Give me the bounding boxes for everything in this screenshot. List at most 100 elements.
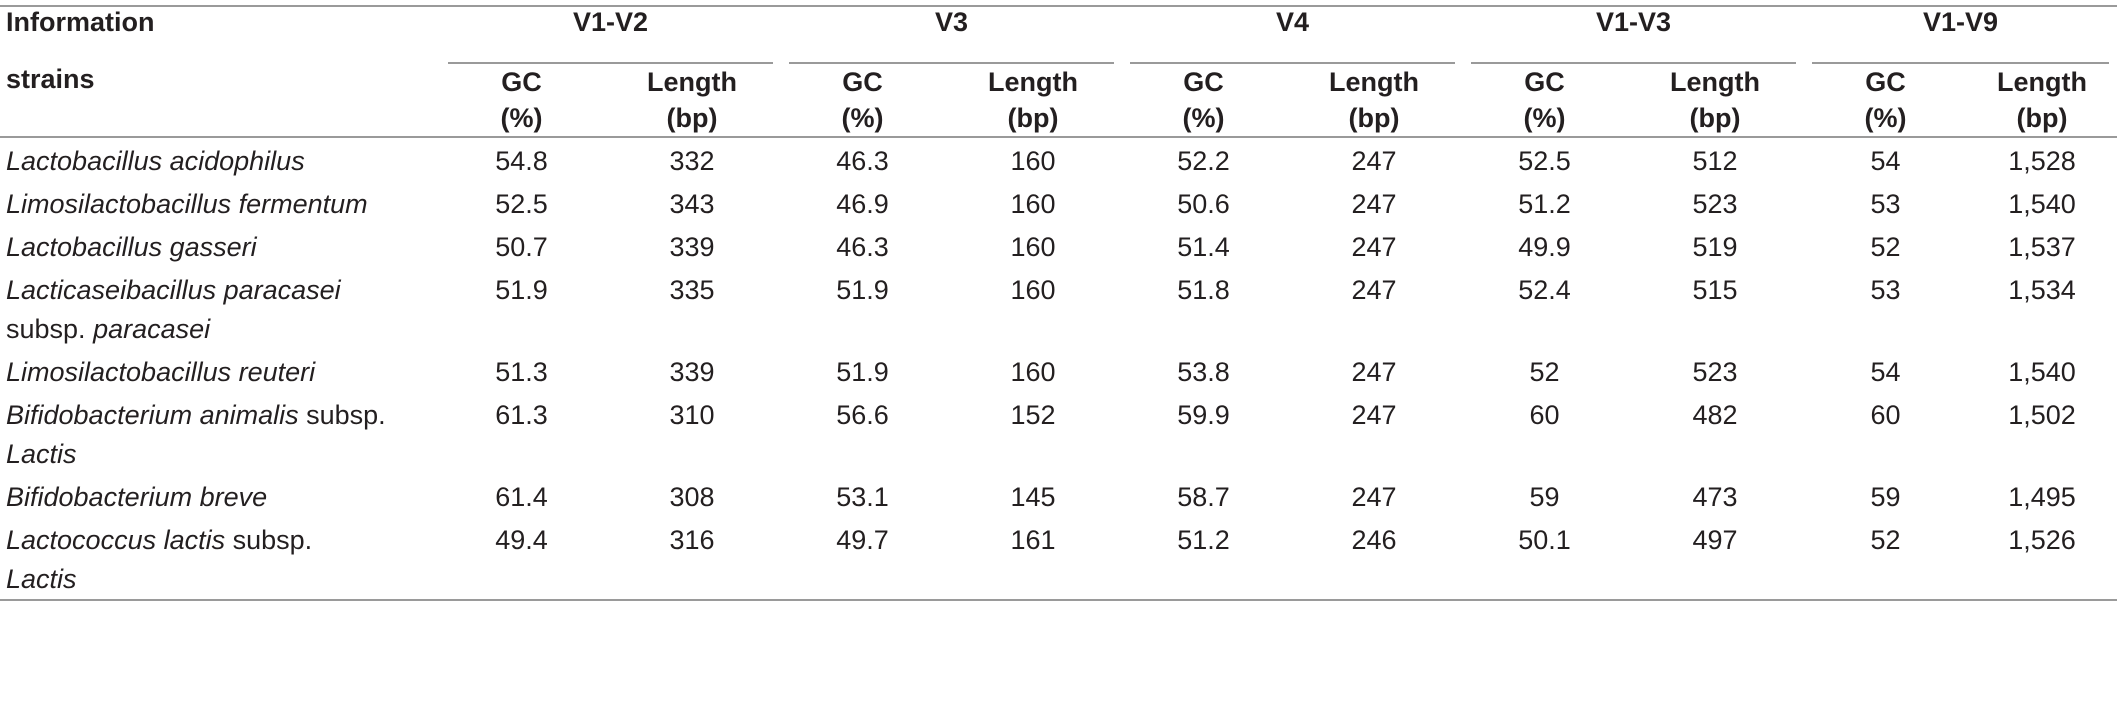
header-metric-unit: (%) <box>841 103 884 133</box>
cell-gc: 46.3 <box>836 146 889 176</box>
group-label: V1-V3 <box>1471 7 1797 64</box>
strain-name: Lacticaseibacillus paracasei subsp. parac… <box>0 267 440 349</box>
cell-gc: 51.4 <box>1177 232 1230 262</box>
header-group-v1-v2: V1-V2 <box>440 6 781 64</box>
strain-name: Limosilactobacillus reuteri <box>0 349 440 392</box>
cell-gc: 50.1 <box>1463 517 1627 601</box>
cell-gc: 46.9 <box>836 189 889 219</box>
cell-length: 160 <box>1010 232 1056 262</box>
header-metric-unit: (bp) <box>1007 103 1059 133</box>
header-group-v1-v9: V1-V9 <box>1804 6 2117 64</box>
cell-length: 160 <box>1010 357 1056 387</box>
strain-name-italic: Limosilactobacillus reuteri <box>6 357 316 387</box>
cell-length: 515 <box>1692 275 1738 305</box>
cell-gc: 52.5 <box>495 189 548 219</box>
header-metric-label: GC <box>1524 67 1565 97</box>
strain-name: Limosilactobacillus fermentum <box>0 181 440 224</box>
header-information: Information <box>6 7 155 37</box>
cell-length: 473 <box>1692 482 1738 512</box>
cell-length: 160 <box>1010 275 1056 305</box>
header-strains: strains <box>6 64 95 94</box>
cell-gc: 50.6 <box>1177 189 1230 219</box>
cell-length: 246 <box>1285 517 1464 601</box>
cell-length: 482 <box>1692 400 1738 430</box>
strain-name: Lactobacillus gasseri <box>0 224 440 267</box>
strain-name-line2: subsp. paracasei <box>6 310 440 349</box>
cell-gc: 49.4 <box>440 517 603 601</box>
cell-gc: 51.9 <box>495 275 548 305</box>
strain-name: Bifidobacterium breve <box>0 474 440 517</box>
header-gc-percent: GC (%) <box>1463 64 1626 137</box>
cell-gc: 60 <box>1870 400 1901 430</box>
header-metric-label: GC <box>501 67 542 97</box>
group-label: V3 <box>789 7 1115 64</box>
strain-name-line2: Lactis <box>6 560 440 599</box>
cell-length: 1,528 <box>2008 146 2076 176</box>
strain-name-italic: Lactobacillus gasseri <box>6 232 257 262</box>
header-metric-label: GC <box>842 67 883 97</box>
cell-length: 343 <box>669 189 715 219</box>
strain-name-subspecies: Lactis <box>6 439 77 469</box>
header-metric-unit: (bp) <box>2016 103 2068 133</box>
cell-length: 310 <box>669 400 715 430</box>
cell-length: 247 <box>1351 400 1397 430</box>
header-length-bp: Length (bp) <box>944 64 1122 137</box>
header-group-v4: V4 <box>1122 6 1463 64</box>
header-metric-unit: (%) <box>1182 103 1225 133</box>
header-metric-unit: (%) <box>1864 103 1907 133</box>
header-group-v3: V3 <box>781 6 1122 64</box>
cell-length: 1,540 <box>2008 357 2076 387</box>
header-length-bp: Length (bp) <box>603 64 781 137</box>
strain-name-italic: Bifidobacterium animalis <box>6 400 299 430</box>
header-length-bp: Length (bp) <box>1626 64 1804 137</box>
group-label: V1-V9 <box>1812 7 2110 64</box>
cell-length: 152 <box>1010 400 1056 430</box>
cell-length: 339 <box>669 357 715 387</box>
header-metric-unit: (%) <box>500 103 543 133</box>
header-gc-percent: GC (%) <box>1122 64 1285 137</box>
header-row-regions: Information V1-V2 V3 V4 V1-V3 V1-V9 <box>0 6 2117 64</box>
strain-name-suffix: subsp. <box>298 400 386 430</box>
cell-length: 247 <box>1351 232 1397 262</box>
cell-length: 339 <box>669 232 715 262</box>
cell-length: 160 <box>1010 146 1056 176</box>
strain-name-subsp: subsp. <box>6 314 94 344</box>
cell-length: 332 <box>669 146 715 176</box>
cell-length: 247 <box>1351 482 1397 512</box>
header-metric-label: Length <box>1670 67 1761 97</box>
cell-length: 160 <box>1010 189 1056 219</box>
header-row-metrics: strains GC (%) Length (bp) GC (%) Length (bp) GC… <box>0 64 2117 137</box>
header-metric-label: Length <box>988 67 1078 97</box>
table-row: Lactococcus lactis subsp. Lactis 49.4 316 49… <box>0 517 2117 601</box>
cell-gc: 52.2 <box>1177 146 1230 176</box>
cell-length: 308 <box>669 482 715 512</box>
cell-gc: 52.4 <box>1518 275 1571 305</box>
cell-length: 145 <box>1010 482 1056 512</box>
cell-gc: 52 <box>1870 232 1901 262</box>
strain-name: Lactobacillus acidophilus <box>0 137 440 181</box>
cell-length: 1,526 <box>1967 517 2117 601</box>
cell-length: 247 <box>1351 275 1397 305</box>
cell-length: 523 <box>1692 189 1738 219</box>
header-metric-unit: (%) <box>1523 103 1566 133</box>
cell-gc: 50.7 <box>495 232 548 262</box>
table-row: Lactobacillus acidophilus 54.8 332 46.3 160 5… <box>0 137 2117 181</box>
cell-gc: 59 <box>1529 482 1560 512</box>
cell-gc: 49.7 <box>781 517 945 601</box>
strain-name-subspecies: paracasei <box>93 314 211 344</box>
cell-gc: 51.2 <box>1518 189 1571 219</box>
cell-gc: 52 <box>1804 517 1968 601</box>
header-metric-unit: (bp) <box>1689 103 1741 133</box>
strain-name-line2: Lactis <box>6 435 440 474</box>
header-metric-label: GC <box>1865 67 1906 97</box>
cell-length: 1,537 <box>2008 232 2076 262</box>
cell-gc: 54 <box>1870 146 1901 176</box>
cell-gc: 61.3 <box>495 400 548 430</box>
strain-name: Lactococcus lactis subsp. Lactis <box>0 517 440 601</box>
cell-length: 1,540 <box>2008 189 2076 219</box>
strain-name: Bifidobacterium animalis subsp. Lactis <box>0 392 440 474</box>
strain-name-italic: Lactobacillus acidophilus <box>6 146 305 176</box>
cell-length: 512 <box>1692 146 1738 176</box>
header-metric-label: Length <box>1329 67 1419 97</box>
cell-gc: 51.9 <box>836 275 889 305</box>
